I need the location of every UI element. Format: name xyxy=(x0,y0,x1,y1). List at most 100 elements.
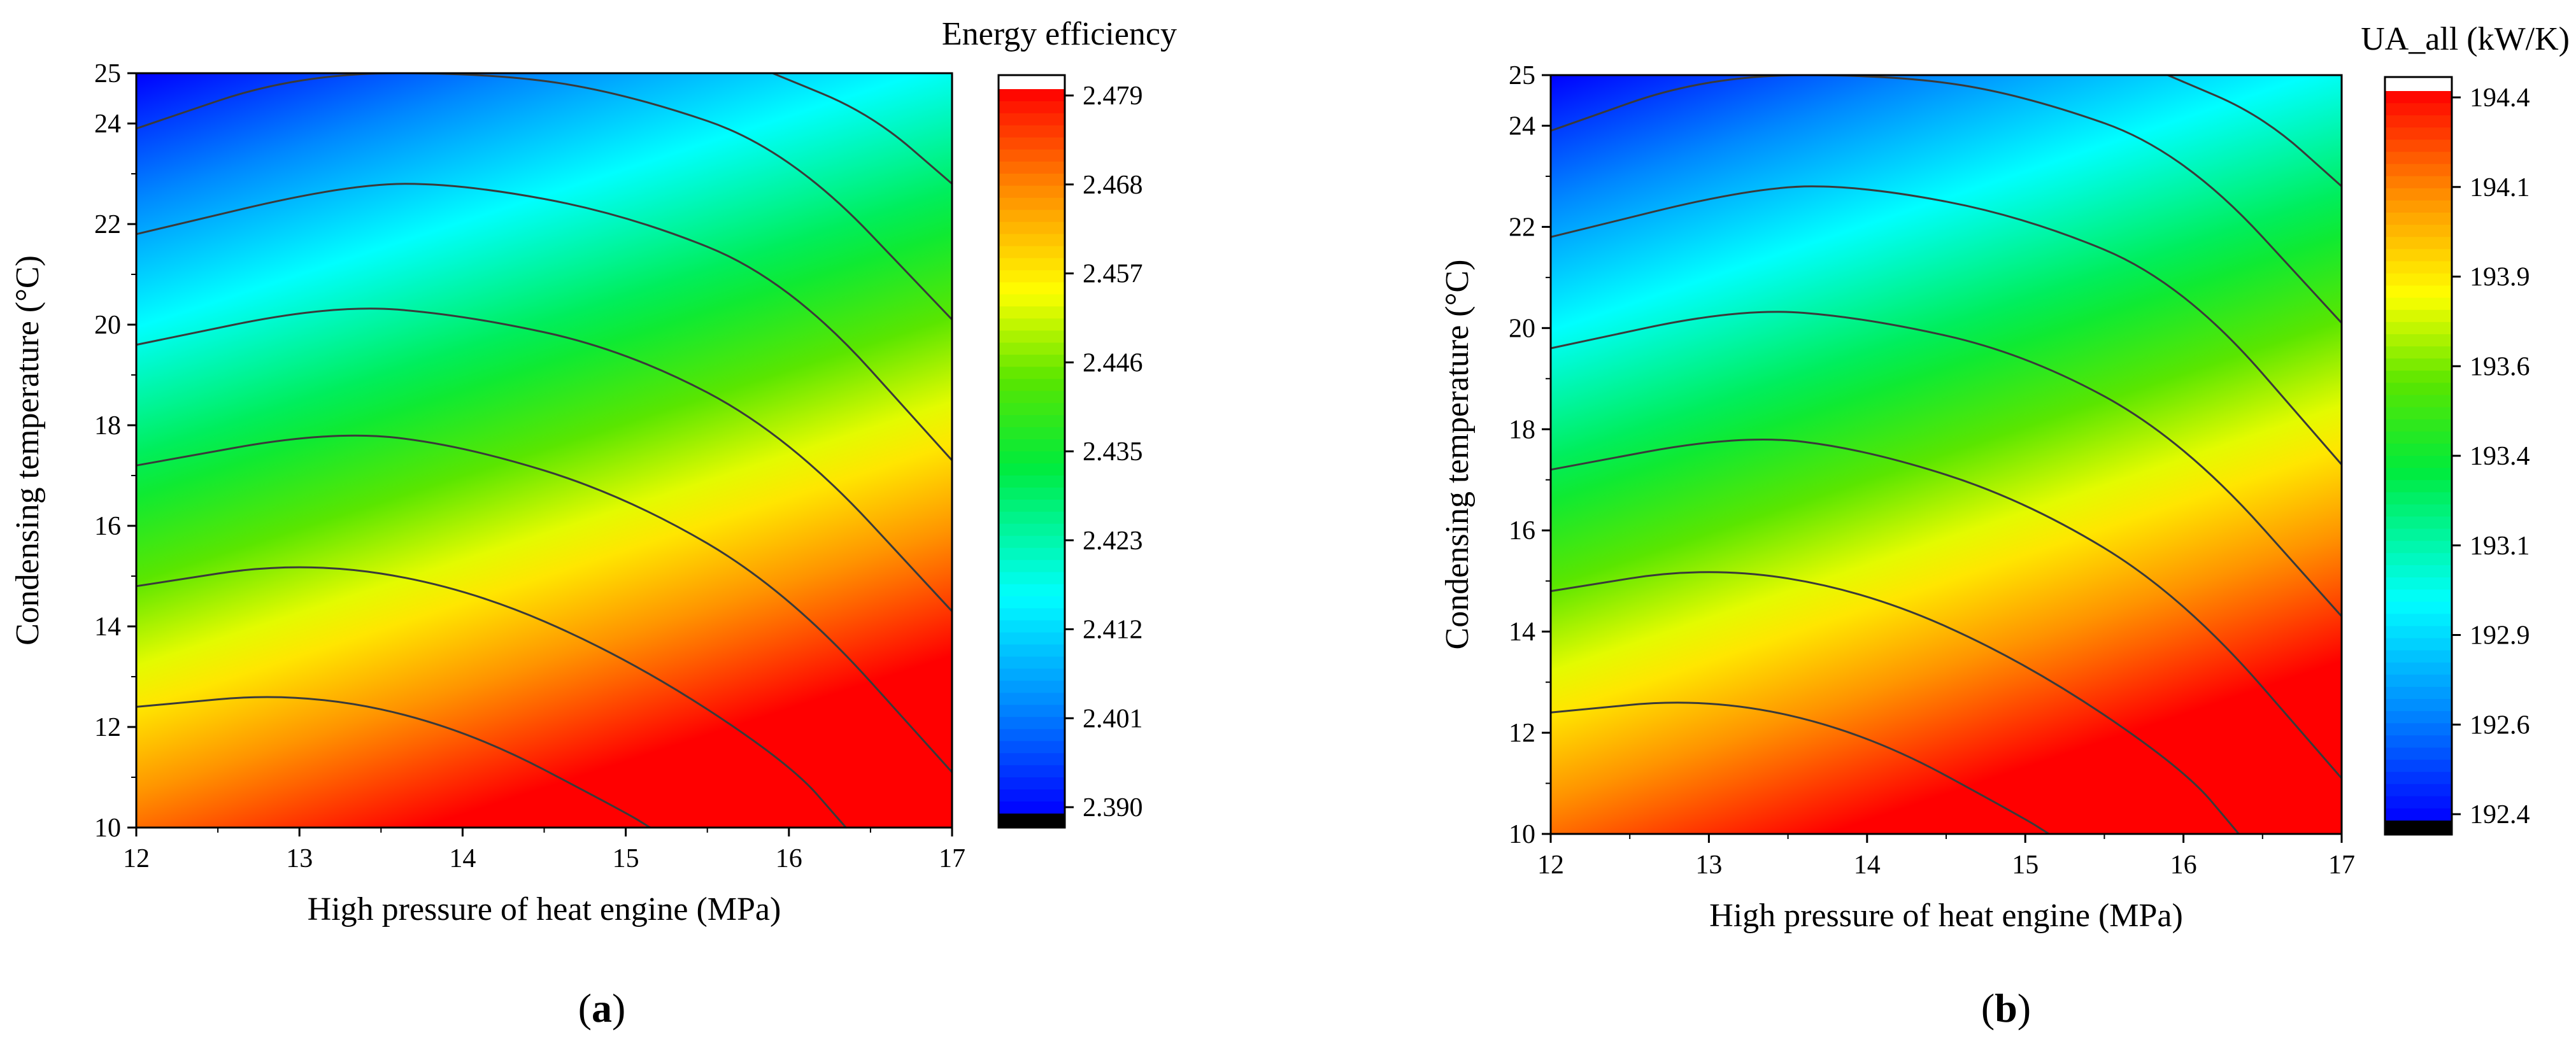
colorbar-segment xyxy=(999,403,1065,416)
colorbar-tick-label: 2.390 xyxy=(1083,793,1143,822)
colorbar-segment xyxy=(2385,504,2452,518)
colorbar-segment xyxy=(999,535,1065,549)
y-tick-label: 25 xyxy=(1509,61,1535,90)
colorbar-segment xyxy=(2385,103,2452,116)
colorbar-segment xyxy=(999,246,1065,259)
panel-b-label: (b) xyxy=(1981,985,2031,1031)
colorbar-segment xyxy=(2385,614,2452,626)
colorbar-segment xyxy=(999,668,1065,681)
colorbar-segment xyxy=(999,693,1065,705)
colorbar-segment xyxy=(999,415,1065,428)
colorbar-segment xyxy=(999,789,1065,802)
colorbar-segment xyxy=(2385,565,2452,578)
panel-b-plot-area xyxy=(1551,75,2342,834)
panel-b-contour-lines xyxy=(1550,74,2343,835)
panel-a-plot-area xyxy=(136,73,952,828)
contour-line-c7 xyxy=(772,72,953,185)
colorbar-segment xyxy=(999,379,1065,391)
x-tick-label: 13 xyxy=(1695,850,1722,880)
colorbar-segment xyxy=(999,173,1065,187)
colorbar-segment xyxy=(2385,468,2452,481)
colorbar-segment xyxy=(2385,553,2452,566)
colorbar-segment xyxy=(999,318,1065,331)
colorbar-segment xyxy=(999,330,1065,343)
x-tick-label: 12 xyxy=(123,844,150,873)
contour-line-c2 xyxy=(136,566,847,829)
colorbar-tick-label: 2.457 xyxy=(1083,260,1143,289)
colorbar-segment xyxy=(999,596,1065,609)
colorbar-segment xyxy=(2385,711,2452,724)
colorbar-segment xyxy=(999,197,1065,211)
colorbar-segment xyxy=(2385,164,2452,177)
colorbar-segment xyxy=(999,306,1065,319)
colorbar-segment xyxy=(999,523,1065,537)
y-tick-label: 18 xyxy=(1509,415,1535,444)
contour-line-c5 xyxy=(1550,185,2343,466)
colorbar-segment xyxy=(2385,480,2452,493)
colorbar-segment xyxy=(2385,419,2452,432)
colorbar-tick-label: 2.468 xyxy=(1083,171,1143,200)
colorbar-tick-label: 192.4 xyxy=(2470,800,2530,829)
colorbar-segment xyxy=(2385,602,2452,614)
colorbar-segment xyxy=(999,681,1065,693)
colorbar-segment xyxy=(999,222,1065,235)
colorbar-tick-label: 192.6 xyxy=(2470,710,2530,740)
y-tick-label: 22 xyxy=(94,210,121,239)
colorbar-under-cap xyxy=(2385,821,2452,835)
colorbar-segment xyxy=(2385,723,2452,736)
colorbar-segment xyxy=(2385,225,2452,237)
colorbar-segment xyxy=(999,282,1065,295)
colorbar-tick-label: 2.446 xyxy=(1083,348,1143,377)
colorbar-tick-label: 2.412 xyxy=(1083,616,1143,645)
contour-line-c6 xyxy=(1550,74,2343,324)
x-tick-label: 17 xyxy=(2328,850,2355,880)
colorbar-segment xyxy=(999,161,1065,174)
colorbar-segment xyxy=(2385,127,2452,140)
colorbar-segment xyxy=(2385,297,2452,311)
colorbar-segment xyxy=(2385,383,2452,396)
panel-b-x-axis: 12 13 14 15 16 17 xyxy=(1537,834,2355,880)
contour-line-c4 xyxy=(136,307,953,612)
colorbar-segment xyxy=(2385,237,2452,250)
colorbar-segment xyxy=(2385,200,2452,213)
colorbar-segment xyxy=(999,234,1065,247)
colorbar-segment xyxy=(2385,213,2452,225)
colorbar-segment xyxy=(2385,626,2452,639)
colorbar-segment xyxy=(999,656,1065,669)
x-tick-label: 17 xyxy=(939,844,965,873)
colorbar-segment xyxy=(2385,516,2452,530)
y-tick-label: 10 xyxy=(1509,820,1535,849)
colorbar-segment xyxy=(2385,808,2452,821)
colorbar-tick-label: 2.435 xyxy=(1083,437,1143,467)
colorbar-segment xyxy=(999,125,1065,138)
y-tick-label: 16 xyxy=(94,512,121,541)
colorbar-segment xyxy=(2385,796,2452,809)
colorbar-segment xyxy=(2385,662,2452,675)
colorbar-segment xyxy=(999,89,1065,102)
colorbar-segment xyxy=(999,137,1065,150)
colorbar-segment xyxy=(2385,188,2452,201)
colorbar-segment xyxy=(2385,176,2452,189)
colorbar-segment xyxy=(2385,261,2452,274)
colorbar-tick-label: 192.9 xyxy=(2470,621,2530,651)
colorbar-segment xyxy=(2385,431,2452,444)
colorbar-segment xyxy=(999,270,1065,283)
colorbar-segment xyxy=(999,753,1065,766)
colorbar-segment xyxy=(999,705,1065,717)
x-tick-label: 15 xyxy=(2012,850,2039,880)
colorbar-segment xyxy=(2385,735,2452,748)
colorbar-segment xyxy=(999,632,1065,645)
y-tick-label: 24 xyxy=(94,109,121,139)
colorbar-segment xyxy=(999,475,1065,488)
contour-line-c7 xyxy=(2167,74,2343,187)
x-tick-label: 14 xyxy=(449,844,476,873)
colorbar-segment xyxy=(2385,370,2452,383)
x-tick-label: 15 xyxy=(613,844,639,873)
contour-line-c3 xyxy=(1550,439,2343,779)
y-tick-label: 12 xyxy=(94,713,121,742)
colorbar-segment xyxy=(2385,91,2452,104)
colorbar-segment xyxy=(999,572,1065,585)
colorbar-segment xyxy=(999,560,1065,573)
